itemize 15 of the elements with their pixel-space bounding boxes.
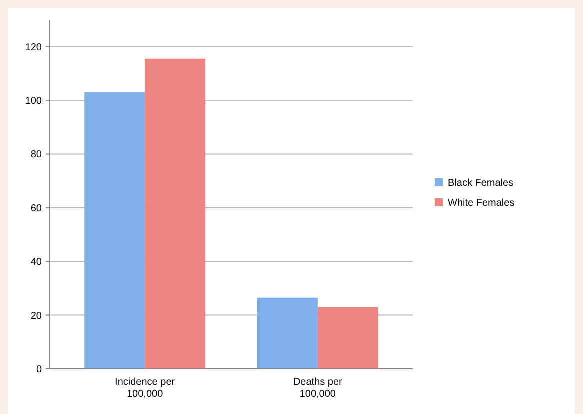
legend-label: Black Females — [448, 178, 514, 189]
y-tick-label: 80 — [30, 150, 42, 161]
bar — [318, 307, 378, 369]
x-tick-label: Incidence per 100,000 — [115, 377, 176, 400]
x-tick-label: Deaths per 100,000 — [293, 377, 344, 400]
y-tick-label: 40 — [30, 257, 42, 268]
bar — [84, 92, 146, 369]
y-tick-label: 120 — [25, 42, 42, 54]
y-tick-label: 60 — [30, 203, 42, 214]
y-tick-label: 100 — [25, 96, 42, 108]
bar — [257, 298, 318, 369]
bar — [145, 58, 206, 369]
y-tick-label: 20 — [30, 310, 42, 322]
legend-label: White Females — [448, 198, 515, 209]
y-tick-label: 0 — [36, 364, 42, 376]
